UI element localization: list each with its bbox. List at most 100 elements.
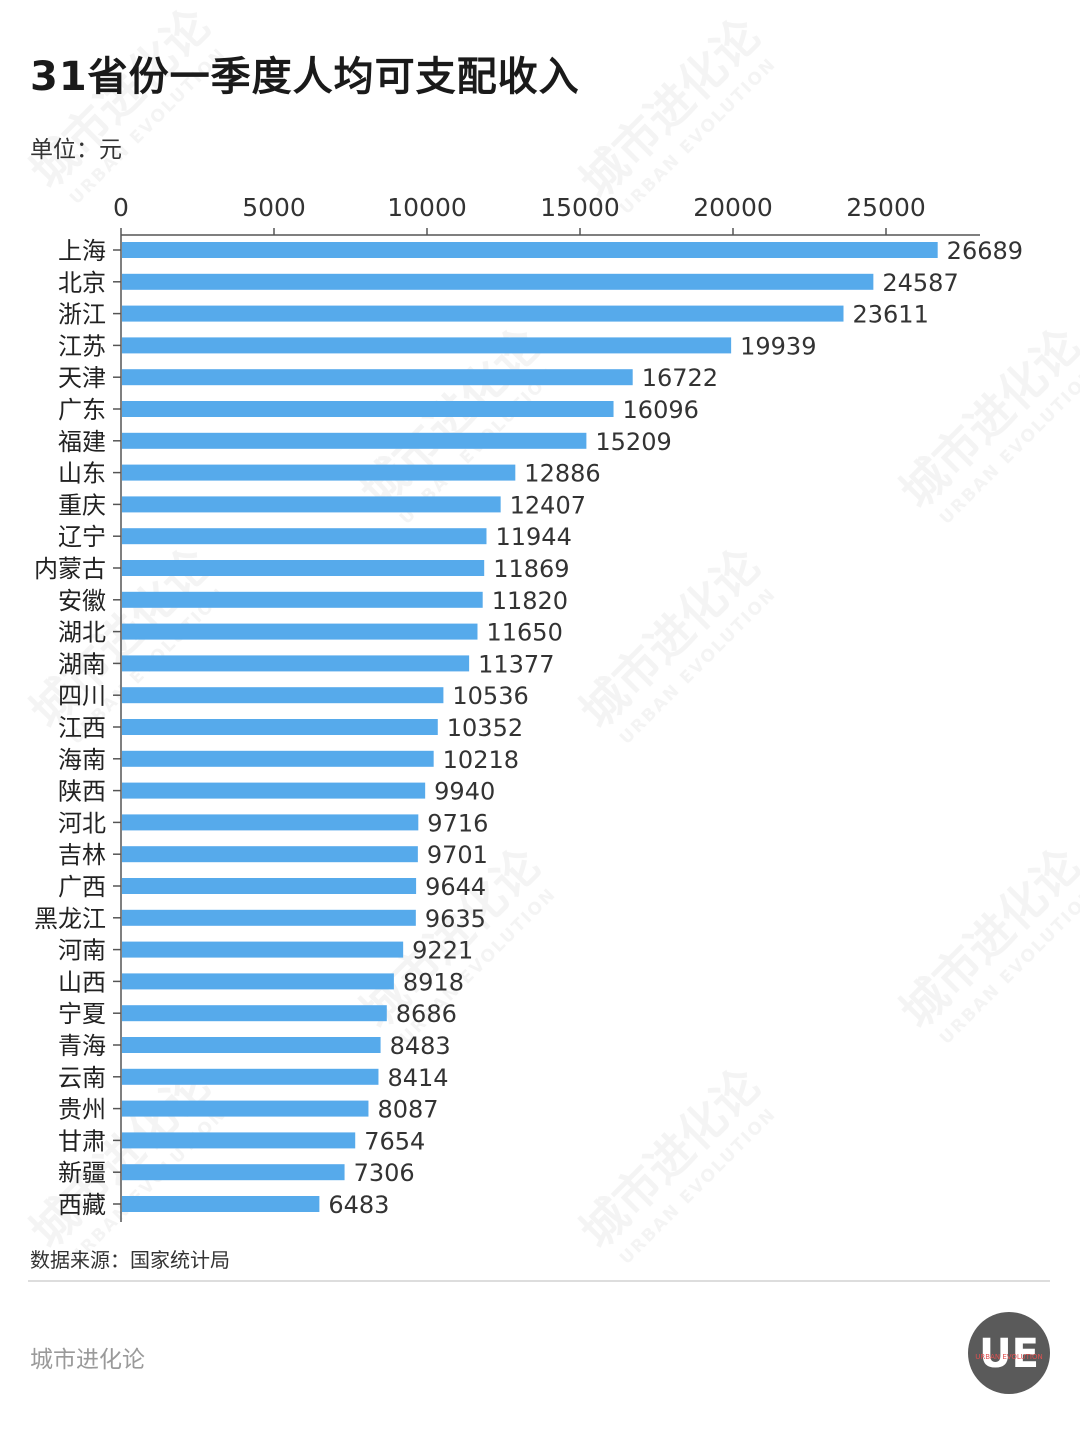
value-label: 8918 [403, 968, 464, 996]
bar [122, 846, 418, 863]
category-label: 吉林 [58, 841, 106, 869]
x-tick-label: 15000 [540, 193, 620, 222]
x-tick-label: 20000 [693, 193, 773, 222]
value-label: 9221 [412, 937, 473, 965]
category-label: 辽宁 [58, 523, 106, 551]
category-label: 海南 [58, 746, 106, 774]
bar [122, 719, 438, 735]
category-label: 北京 [58, 269, 106, 297]
category-label: 贵州 [58, 1096, 106, 1124]
bar [122, 782, 426, 799]
bar [122, 273, 874, 290]
value-label: 9940 [434, 778, 495, 806]
category-label: 西藏 [58, 1191, 106, 1219]
bar [122, 464, 516, 481]
value-label: 11944 [495, 523, 571, 551]
value-label: 12407 [510, 491, 586, 519]
value-label: 8686 [396, 1000, 457, 1028]
bar [122, 941, 404, 958]
bar [122, 814, 419, 831]
category-label: 浙江 [58, 301, 106, 329]
bar [122, 369, 633, 386]
value-label: 11820 [492, 587, 568, 615]
bar [122, 305, 844, 322]
category-label: 内蒙古 [34, 555, 106, 583]
bar [122, 623, 478, 640]
category-label: 山东 [58, 460, 106, 488]
value-label: 11869 [493, 555, 569, 583]
category-label: 湖南 [58, 650, 106, 678]
bar [122, 1100, 369, 1117]
logo-ring-text: URBAN EVOLUTION [975, 1353, 1042, 1361]
value-label: 9644 [425, 873, 486, 901]
value-label: 9716 [427, 809, 488, 837]
category-label: 黑龙江 [34, 905, 106, 933]
value-label: 12886 [524, 460, 600, 488]
value-label: 10218 [443, 746, 519, 774]
bar [122, 687, 444, 704]
category-label: 河南 [58, 937, 106, 965]
category-label: 江西 [58, 714, 106, 742]
value-label: 11377 [478, 650, 554, 678]
bar [122, 878, 417, 894]
category-label: 重庆 [58, 491, 106, 519]
bar [122, 591, 483, 608]
bar [122, 1164, 345, 1181]
value-label: 15209 [595, 428, 671, 456]
value-label: 19939 [740, 332, 816, 360]
value-label: 8414 [387, 1064, 448, 1092]
unit-label: 单位：元 [30, 137, 122, 163]
category-label: 青海 [58, 1032, 106, 1060]
value-label: 8087 [377, 1096, 438, 1124]
category-label: 湖北 [58, 619, 106, 647]
bar [122, 1037, 381, 1053]
category-label: 陕西 [58, 778, 106, 806]
bar [122, 1196, 320, 1212]
category-label: 河北 [58, 809, 106, 837]
category-label: 广西 [58, 873, 106, 901]
value-label: 24587 [882, 269, 958, 297]
category-label: 天津 [58, 364, 106, 392]
category-label: 四川 [58, 682, 106, 710]
chart-title: 31省份一季度人均可支配收入 [30, 54, 580, 100]
bar [122, 242, 938, 258]
x-tick-label: 0 [113, 193, 129, 222]
category-label: 江苏 [58, 332, 106, 360]
bar [122, 750, 434, 767]
category-label: 广东 [58, 396, 106, 424]
divider [28, 1280, 1050, 1282]
value-label: 16722 [642, 364, 718, 392]
category-label: 云南 [58, 1064, 106, 1092]
bar [122, 528, 487, 545]
value-label: 16096 [623, 396, 699, 424]
category-label: 福建 [58, 428, 106, 456]
value-label: 9635 [425, 905, 486, 933]
category-label: 山西 [58, 968, 106, 996]
category-label: 甘肃 [58, 1127, 106, 1155]
bar-chart: 0 5000 10000 15000 20000 25000 上海 26689 北京 24587 浙… [34, 193, 1023, 1222]
value-label: 11650 [486, 619, 562, 647]
category-label: 宁夏 [58, 1000, 106, 1028]
value-label: 9701 [427, 841, 488, 869]
bar [122, 973, 394, 990]
brand-logo: UE URBAN EVOLUTION [968, 1312, 1050, 1394]
value-label: 10352 [447, 714, 523, 742]
value-label: 10536 [452, 682, 528, 710]
bar [122, 1068, 379, 1085]
bar [122, 655, 470, 672]
logo-letters: UE [979, 1331, 1039, 1377]
x-tick-label: 5000 [242, 193, 306, 222]
bar [122, 496, 501, 513]
category-label: 上海 [58, 237, 106, 265]
brand-name: 城市进化论 [30, 1347, 145, 1373]
bar [122, 1005, 387, 1022]
x-tick-label: 25000 [846, 193, 926, 222]
value-label: 23611 [852, 301, 928, 329]
category-label: 新疆 [58, 1159, 106, 1187]
value-label: 7306 [354, 1159, 415, 1187]
value-label: 8483 [390, 1032, 451, 1060]
value-label: 7654 [364, 1127, 425, 1155]
source-note: 数据来源：国家统计局 [30, 1248, 230, 1272]
bar [122, 560, 485, 576]
value-label: 6483 [328, 1191, 389, 1219]
